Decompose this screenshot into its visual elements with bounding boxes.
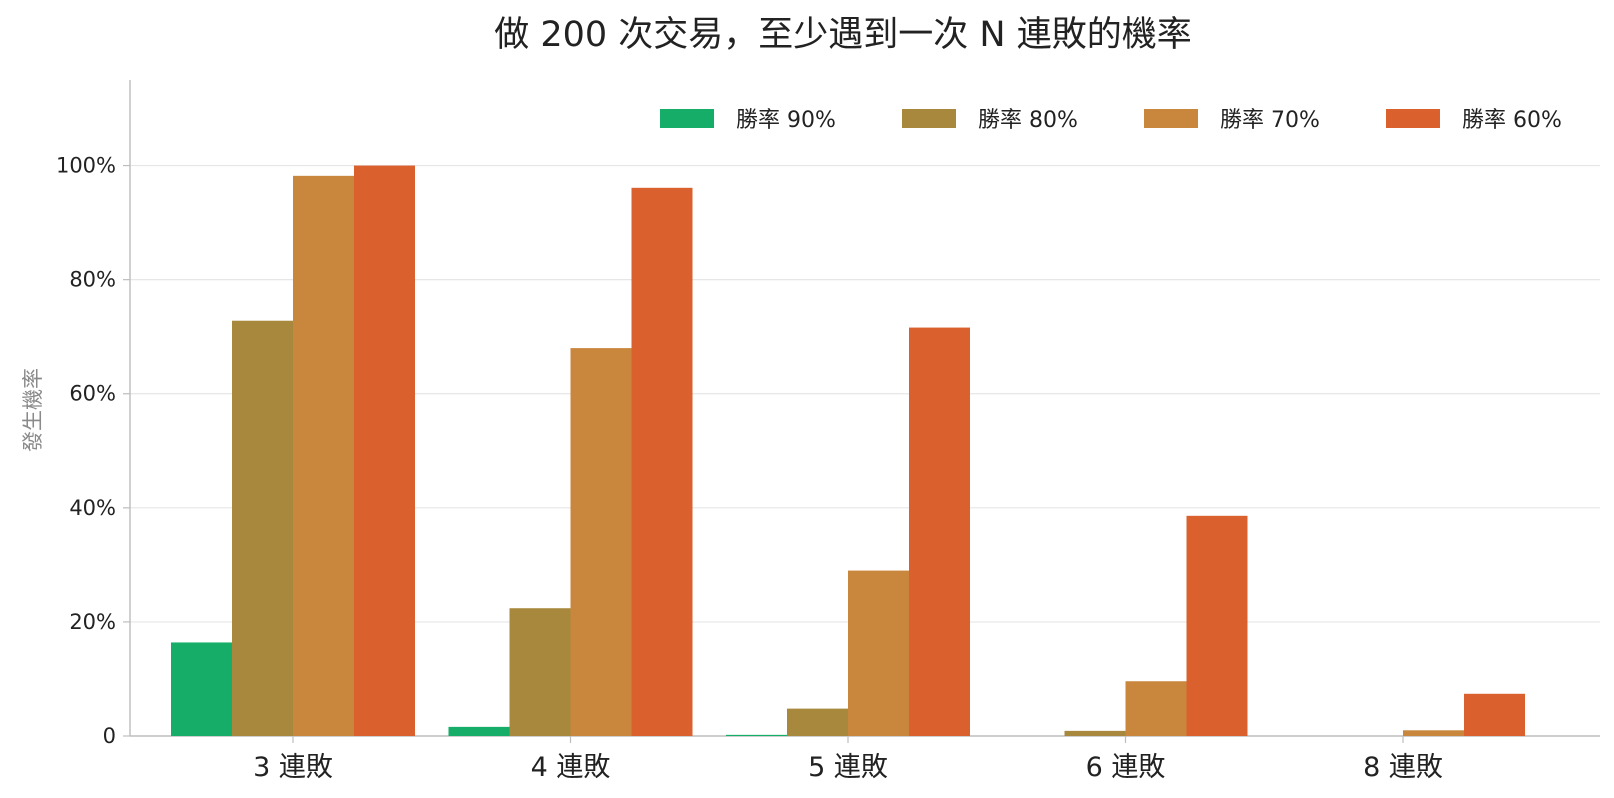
legend-swatch xyxy=(1386,109,1440,128)
x-tick-label: 5 連敗 xyxy=(808,752,888,783)
bar xyxy=(354,165,415,737)
bar xyxy=(1125,681,1187,736)
y-tick-label: 60% xyxy=(69,382,116,406)
bar xyxy=(232,320,293,736)
bar xyxy=(1186,515,1248,736)
bars xyxy=(171,165,1525,737)
bar xyxy=(726,734,787,736)
chart-title: 做 200 次交易，至少遇到一次 N 連敗的機率 xyxy=(494,15,1192,55)
legend-swatch xyxy=(660,109,714,128)
bar xyxy=(848,570,909,736)
legend-label: 勝率 60% xyxy=(1462,108,1562,133)
bar xyxy=(1464,693,1525,736)
bar xyxy=(1403,730,1464,736)
bar xyxy=(293,175,354,737)
x-tick-label: 8 連敗 xyxy=(1363,752,1443,783)
y-tick-label: 80% xyxy=(69,268,116,292)
legend: 勝率 90% 勝率 80% 勝率 70% 勝率 60% xyxy=(660,108,1562,133)
legend-swatch xyxy=(1144,109,1198,128)
bar xyxy=(509,608,571,736)
bar xyxy=(1064,730,1126,736)
x-tick-label: 3 連敗 xyxy=(253,752,333,783)
legend-label: 勝率 80% xyxy=(978,108,1078,133)
bar xyxy=(570,348,632,736)
legend-swatch xyxy=(902,109,956,128)
bar xyxy=(631,187,693,736)
tick-labels: 0 20% 40% 60% 80% 100% 3 連敗 4 連敗 5 連敗 6 連敗 8 連敗 xyxy=(56,154,1443,783)
y-tick-label: 0 xyxy=(103,724,116,748)
y-tick-label: 40% xyxy=(69,496,116,520)
bar xyxy=(448,726,510,736)
bar xyxy=(909,327,970,736)
x-tick-label: 6 連敗 xyxy=(1086,752,1166,783)
x-tick-label: 4 連敗 xyxy=(531,752,611,783)
y-axis-label: 發生機率 xyxy=(21,368,45,452)
y-tick-label: 100% xyxy=(56,154,116,178)
bar xyxy=(171,642,232,736)
legend-label: 勝率 90% xyxy=(736,108,836,133)
legend-label: 勝率 70% xyxy=(1220,108,1320,133)
bar xyxy=(787,708,848,736)
y-tick-label: 20% xyxy=(69,610,116,634)
